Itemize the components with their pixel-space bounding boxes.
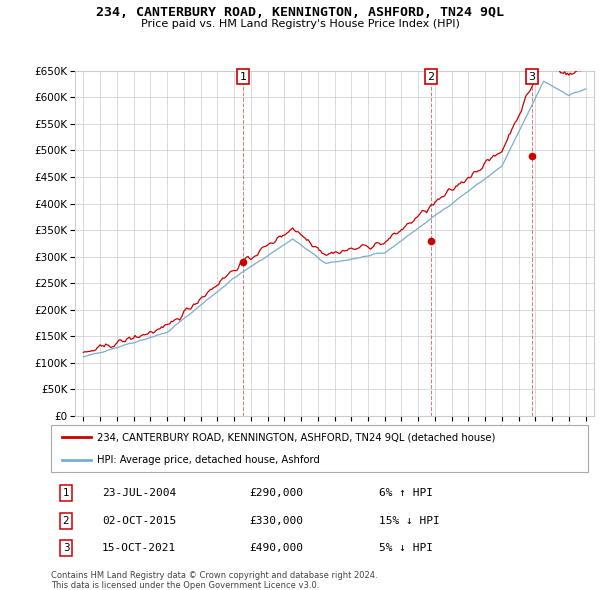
Text: £490,000: £490,000 xyxy=(250,543,304,553)
Text: 234, CANTERBURY ROAD, KENNINGTON, ASHFORD, TN24 9QL: 234, CANTERBURY ROAD, KENNINGTON, ASHFOR… xyxy=(96,6,504,19)
Text: 3: 3 xyxy=(529,72,535,82)
Text: 5% ↓ HPI: 5% ↓ HPI xyxy=(379,543,433,553)
Text: 6% ↑ HPI: 6% ↑ HPI xyxy=(379,489,433,498)
Text: 02-OCT-2015: 02-OCT-2015 xyxy=(102,516,176,526)
Text: Contains HM Land Registry data © Crown copyright and database right 2024.: Contains HM Land Registry data © Crown c… xyxy=(51,571,377,579)
FancyBboxPatch shape xyxy=(51,425,588,472)
Text: 3: 3 xyxy=(63,543,70,553)
Text: 2: 2 xyxy=(63,516,70,526)
Text: 15-OCT-2021: 15-OCT-2021 xyxy=(102,543,176,553)
Text: £330,000: £330,000 xyxy=(250,516,304,526)
Text: £290,000: £290,000 xyxy=(250,489,304,498)
Text: 2: 2 xyxy=(427,72,434,82)
Text: Price paid vs. HM Land Registry's House Price Index (HPI): Price paid vs. HM Land Registry's House … xyxy=(140,19,460,30)
Text: 23-JUL-2004: 23-JUL-2004 xyxy=(102,489,176,498)
Text: This data is licensed under the Open Government Licence v3.0.: This data is licensed under the Open Gov… xyxy=(51,581,319,589)
Text: HPI: Average price, detached house, Ashford: HPI: Average price, detached house, Ashf… xyxy=(97,455,320,465)
Text: 234, CANTERBURY ROAD, KENNINGTON, ASHFORD, TN24 9QL (detached house): 234, CANTERBURY ROAD, KENNINGTON, ASHFOR… xyxy=(97,432,495,442)
Text: 15% ↓ HPI: 15% ↓ HPI xyxy=(379,516,439,526)
Text: 1: 1 xyxy=(63,489,70,498)
Text: 1: 1 xyxy=(240,72,247,82)
